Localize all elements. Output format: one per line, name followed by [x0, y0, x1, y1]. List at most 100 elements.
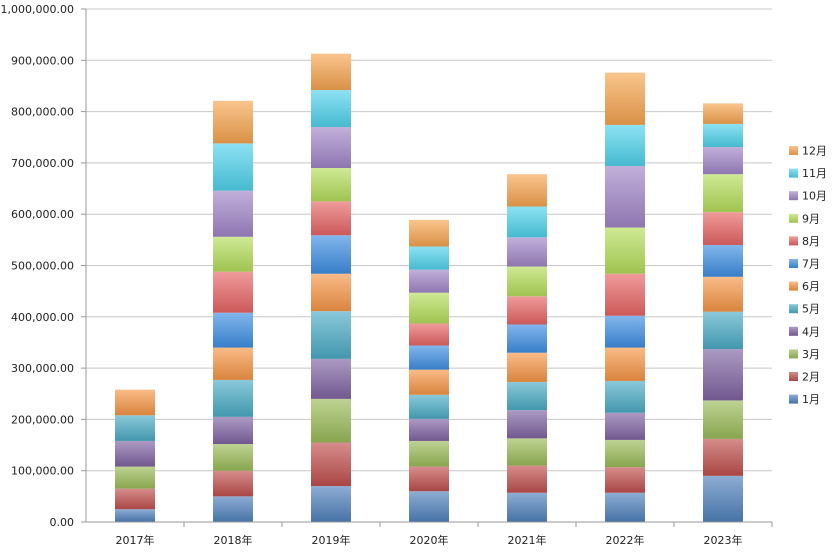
legend-label: 10月 — [802, 190, 827, 203]
axes: 0.00 100,000.00 200,000.00 300,000.00 400,00… — [1, 3, 773, 547]
bar-segment — [213, 444, 253, 471]
legend-label: 11月 — [802, 167, 827, 180]
legend-label: 3月 — [802, 348, 820, 361]
x-tick-label: 2020年 — [410, 533, 449, 547]
legend-label: 9月 — [802, 212, 820, 225]
bar-segment — [311, 358, 351, 399]
legend: 12月 11月 10月 9月 8月 7月 6月 5月 4月 3月 2月 1月 — [789, 145, 827, 406]
y-tick-label: 400,000.00 — [11, 311, 74, 324]
bar-segment — [507, 237, 547, 267]
bar-segment — [115, 389, 155, 416]
bar-segment — [703, 212, 743, 245]
bar-segment — [115, 488, 155, 510]
x-tick-label: 2017年 — [116, 533, 155, 547]
legend-item: 10月 — [789, 190, 827, 203]
bar-segment — [213, 236, 253, 272]
bar-segment — [605, 273, 645, 316]
bar-segment — [507, 438, 547, 466]
legend-item: 11月 — [789, 167, 827, 180]
bar-segment — [703, 475, 743, 522]
bar-segment — [507, 324, 547, 353]
x-tick-label: 2018年 — [214, 533, 253, 547]
bar-segment — [703, 400, 743, 439]
bar-segment — [703, 174, 743, 213]
bar-segment — [703, 123, 743, 147]
x-tick-label: 2022年 — [606, 533, 645, 547]
y-tick-label: 600,000.00 — [11, 208, 74, 221]
bar-segment — [311, 442, 351, 487]
legend-label: 1月 — [802, 393, 820, 406]
y-tick-label: 300,000.00 — [11, 362, 74, 375]
bar-segment — [409, 466, 449, 492]
bar-segment — [213, 190, 253, 237]
legend-swatch — [789, 349, 798, 359]
x-tick-label: 2019年 — [312, 533, 351, 547]
legend-swatch — [789, 326, 798, 336]
bar-segment — [409, 219, 449, 247]
y-tick-label: 500,000.00 — [11, 260, 74, 273]
y-tick-label: 800,000.00 — [11, 106, 74, 119]
legend-label: 5月 — [802, 303, 820, 316]
bar-segment — [507, 410, 547, 439]
legend-label: 4月 — [802, 325, 820, 338]
bar-segment — [605, 165, 645, 228]
bar-segment — [605, 72, 645, 125]
bar-segment — [409, 394, 449, 419]
legend-item: 5月 — [789, 303, 820, 316]
bar-segment — [605, 227, 645, 274]
legend-swatch — [789, 394, 798, 404]
bar-segment — [213, 416, 253, 445]
bar-segment — [311, 486, 351, 522]
bar-segment — [409, 418, 449, 441]
y-tick-label: 100,000.00 — [11, 465, 74, 478]
bar-segment — [507, 174, 547, 207]
bar-segment — [507, 266, 547, 297]
bar-segment — [507, 206, 547, 238]
bar-segment — [409, 292, 449, 324]
y-tick-label: 900,000.00 — [11, 54, 74, 67]
bar-segment — [409, 246, 449, 270]
bar-segment — [311, 311, 351, 359]
bar-segment — [605, 412, 645, 440]
bar-segment — [409, 269, 449, 293]
bar-segment — [605, 492, 645, 522]
legend-swatch — [789, 213, 798, 223]
legend-swatch — [789, 236, 798, 246]
legend-label: 8月 — [802, 235, 820, 248]
x-tick-label: 2021年 — [508, 533, 547, 547]
bar-segment — [703, 146, 743, 175]
bar-segment — [507, 492, 547, 522]
bar-segment — [311, 273, 351, 312]
y-tick-label: 1,000,000.00 — [1, 3, 74, 16]
bar-segment — [115, 509, 155, 522]
bar-segment — [115, 466, 155, 489]
bar-segment — [311, 398, 351, 443]
bar-segment — [213, 312, 253, 348]
legend-swatch — [789, 146, 798, 155]
bar-segment — [311, 168, 351, 202]
legend-item: 9月 — [789, 212, 820, 225]
legend-label: 7月 — [802, 258, 820, 271]
bar-segment — [507, 296, 547, 325]
bar-segment — [409, 440, 449, 467]
legend-item: 12月 — [789, 145, 827, 158]
y-tick-label: 700,000.00 — [11, 157, 74, 170]
legend-swatch — [789, 168, 798, 178]
bar-segment — [213, 347, 253, 380]
legend-swatch — [789, 281, 798, 291]
y-tick-label: 0.00 — [50, 516, 75, 529]
bar-segment — [507, 381, 547, 411]
bar-segment — [213, 100, 253, 144]
bar-segment — [605, 124, 645, 166]
x-tick-label: 2023年 — [704, 533, 743, 547]
legend-item: 2月 — [789, 371, 820, 384]
legend-swatch — [789, 372, 798, 381]
bar-segment — [409, 491, 449, 522]
bar-segment — [703, 349, 743, 401]
bar-segment — [605, 467, 645, 493]
bar-segment — [115, 440, 155, 467]
bar-segment — [213, 379, 253, 417]
legend-item: 4月 — [789, 325, 820, 338]
